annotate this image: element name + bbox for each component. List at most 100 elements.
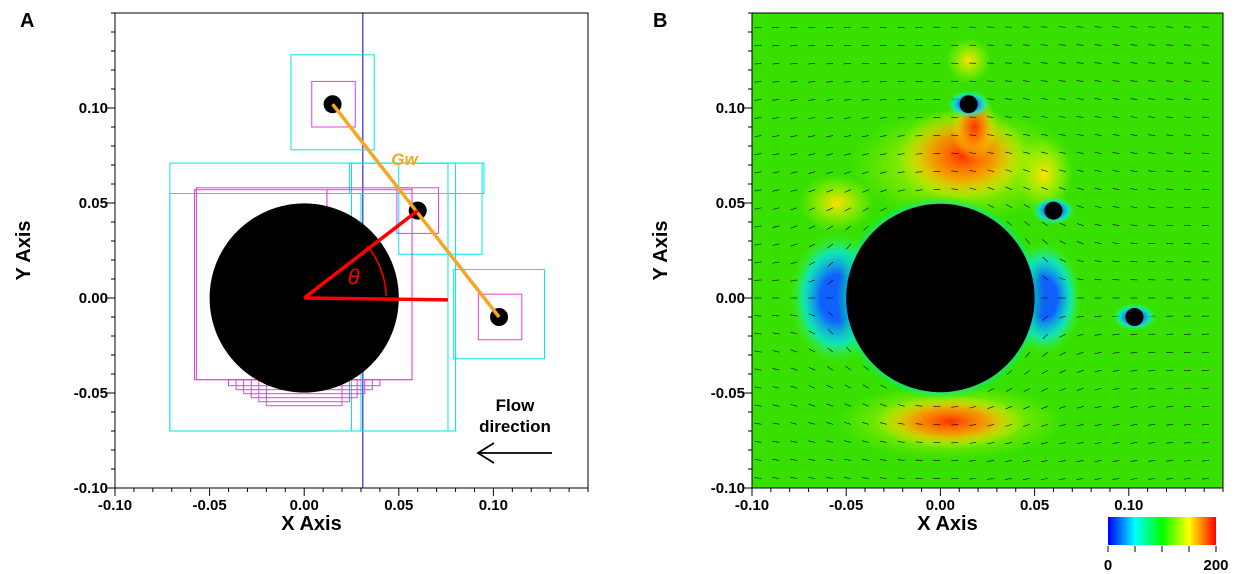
velocity-arrow (1076, 278, 1084, 281)
velocity-arrow (1148, 134, 1156, 136)
velocity-arrow (1130, 460, 1138, 462)
velocity-arrow (1183, 424, 1192, 426)
velocity-arrow (808, 81, 816, 83)
velocity-arrow (1042, 315, 1048, 321)
velocity-arrow (1058, 315, 1066, 319)
velocity-arrow (790, 422, 798, 425)
velocity-arrow (754, 332, 762, 335)
velocity-arrow (1041, 387, 1048, 392)
velocity-arrow (1040, 460, 1048, 463)
velocity-arrow (1148, 152, 1156, 154)
velocity-arrow (880, 189, 887, 193)
velocity-arrow (862, 422, 869, 425)
velocity-arrow (897, 153, 905, 155)
velocity-arrow (1076, 98, 1084, 100)
velocity-arrow (772, 81, 780, 83)
y-tick-label: -0.05 (711, 385, 745, 402)
velocity-arrow (1040, 98, 1048, 100)
velocity-arrow (1059, 351, 1066, 356)
velocity-arrow (1130, 260, 1138, 263)
velocity-arrow (772, 332, 780, 335)
velocity-arrow (897, 189, 905, 192)
velocity-arrow (843, 81, 851, 83)
velocity-arrow (1112, 44, 1120, 46)
y-tick-label: -0.05 (74, 385, 108, 402)
velocity-arrow (1058, 460, 1066, 463)
velocity-arrow (987, 424, 995, 427)
velocity-arrow (790, 331, 798, 335)
velocity-arrow (1201, 460, 1209, 462)
velocity-arrow (754, 422, 762, 425)
velocity-arrow (1112, 152, 1120, 154)
velocity-arrow (861, 135, 869, 138)
velocity-arrow (827, 311, 834, 317)
velocity-arrow (754, 171, 762, 174)
velocity-arrow (1148, 62, 1156, 64)
plot-frame-a (114, 12, 589, 489)
velocity-arrow (754, 261, 762, 264)
velocity-arrow (1148, 442, 1156, 444)
velocity-arrow (915, 423, 923, 425)
velocity-arrow (790, 367, 798, 371)
velocity-arrow (1058, 424, 1066, 427)
velocity-arrow (880, 207, 887, 212)
velocity-arrow (1112, 369, 1120, 372)
velocity-arrow (1024, 369, 1031, 375)
velocity-arrow (861, 81, 869, 83)
velocity-arrow (846, 346, 852, 353)
velocity-arrow (1201, 134, 1209, 136)
velocity-arrow (1076, 315, 1084, 318)
velocity-arrow (808, 385, 816, 389)
velocity-arrow (790, 404, 798, 407)
velocity-arrow (1094, 333, 1102, 336)
velocity-arrow (808, 135, 816, 138)
velocity-arrow (808, 45, 816, 47)
velocity-arrow (1130, 351, 1138, 354)
velocity-arrow (1201, 98, 1209, 100)
y-tick-label: 0.10 (79, 100, 108, 117)
velocity-arrow (844, 153, 851, 156)
velocity-arrow (1094, 205, 1102, 209)
velocity-arrow (827, 347, 834, 353)
velocity-arrow (808, 366, 816, 371)
y-tick-label: 0.00 (716, 290, 745, 307)
velocity-arrow (754, 153, 762, 156)
velocity-arrow (808, 207, 816, 211)
x-tick-label: -0.05 (192, 497, 226, 514)
heat-blob (946, 37, 992, 84)
velocity-arrow (790, 261, 798, 265)
velocity-arrow (1201, 188, 1209, 190)
velocity-arrow (1166, 116, 1174, 118)
velocity-arrow (897, 135, 905, 137)
panel-letter-b: B (653, 10, 667, 32)
velocity-arrow (1130, 442, 1138, 444)
velocity-arrow (1148, 406, 1156, 408)
velocity-arrow (1094, 223, 1102, 227)
velocity-arrow (987, 116, 995, 118)
velocity-arrow (1130, 424, 1138, 426)
velocity-arrow (1112, 260, 1120, 263)
velocity-arrow (1094, 80, 1102, 82)
refinement-box (398, 162, 483, 255)
velocity-arrow (772, 368, 780, 371)
velocity-arrow (861, 458, 869, 461)
velocity-arrow (1183, 369, 1191, 372)
velocity-arrow (1148, 242, 1156, 245)
velocity-arrow (987, 406, 995, 409)
velocity-arrow (790, 26, 798, 29)
panel-letter-a: A (20, 10, 34, 32)
velocity-arrow (772, 440, 780, 443)
velocity-arrow (1022, 44, 1030, 46)
velocity-arrow (1112, 116, 1120, 118)
velocity-arrow (1042, 275, 1048, 281)
velocity-arrow (1166, 442, 1174, 444)
velocity-arrow (754, 189, 762, 192)
velocity-arrow (1058, 26, 1066, 28)
velocity-arrow (1130, 206, 1138, 209)
velocity-arrow (969, 187, 977, 190)
velocity-arrow (1058, 116, 1066, 118)
velocity-arrow (772, 422, 780, 425)
velocity-arrow (1201, 424, 1209, 426)
panel-a: Gw θ Flow direction -0.10 -0.05 0.00 0.05 0.… (13, 12, 589, 535)
velocity-arrow (826, 458, 834, 461)
